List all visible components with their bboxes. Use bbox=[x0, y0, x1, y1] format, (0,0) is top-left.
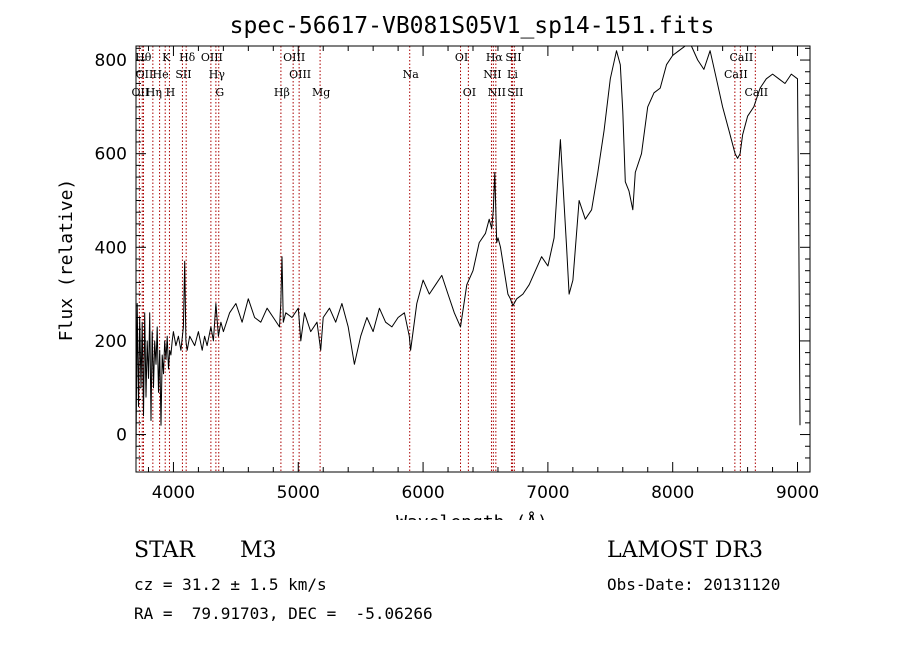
x-axis: 4000 5000 6000 7000 8000 9000 bbox=[147, 46, 819, 503]
spectral-line-markers bbox=[138, 46, 756, 472]
x-axis-label: Wavelength (Å) bbox=[396, 511, 548, 520]
line-label-10: Hγ bbox=[209, 68, 226, 81]
spectrum-series bbox=[135, 45, 801, 454]
x-tick-label-0: 4000 bbox=[152, 483, 195, 503]
line-label-3: Hη bbox=[146, 86, 162, 99]
survey-name: LAMOST DR3 bbox=[607, 538, 763, 563]
line-label-22: Li bbox=[507, 68, 518, 81]
line-label-23: SII bbox=[505, 51, 521, 64]
object-class: STAR bbox=[134, 538, 195, 563]
y-tick-label-1: 200 bbox=[95, 332, 127, 352]
y-tick-label-3: 600 bbox=[95, 145, 127, 165]
line-label-11: G bbox=[215, 86, 224, 99]
x-tick-label-3: 7000 bbox=[526, 483, 569, 503]
x-tick-label-4: 8000 bbox=[651, 483, 694, 503]
line-label-14: OIII bbox=[289, 68, 311, 81]
line-label-12: Hβ bbox=[274, 86, 290, 99]
line-label-21: NII bbox=[488, 86, 506, 99]
line-label-9: OIII bbox=[201, 51, 223, 64]
line-label-20: Hα bbox=[486, 51, 504, 64]
line-label-27: CaII bbox=[744, 86, 768, 99]
coordinates: RA = 79.91703, DEC = -5.06266 bbox=[134, 604, 433, 623]
x-tick-label-2: 6000 bbox=[401, 483, 444, 503]
spectrum-line-0 bbox=[135, 45, 801, 454]
plot-frame bbox=[135, 45, 811, 473]
line-label-24: SII bbox=[507, 86, 523, 99]
line-label-1: Hθ bbox=[135, 51, 152, 64]
chart-title: spec-56617-VB081S05V1_sp14-151.fits bbox=[230, 13, 715, 39]
object-subclass: M3 bbox=[240, 538, 277, 563]
obs-date: Obs-Date: 20131120 bbox=[607, 575, 781, 594]
line-label-26: CaII bbox=[730, 51, 754, 64]
line-label-19: NII bbox=[483, 68, 501, 81]
y-axis: 0 200 400 600 800 bbox=[95, 47, 810, 459]
line-label-13: OIII bbox=[283, 51, 305, 64]
line-label-8: Hδ bbox=[179, 51, 196, 64]
line-label-25: CaII bbox=[724, 68, 748, 81]
line-label-5: K bbox=[162, 51, 171, 64]
redshift-value: cz = 31.2 ± 1.5 km/s bbox=[134, 575, 327, 594]
line-label-18: OI bbox=[463, 86, 476, 99]
x-tick-label-1: 5000 bbox=[277, 483, 320, 503]
y-tick-label-2: 400 bbox=[95, 238, 127, 258]
y-axis-label: Flux (relative) bbox=[56, 179, 77, 342]
line-label-4: He bbox=[153, 68, 169, 81]
spectrum-chart: spec-56617-VB081S05V1_sp14-151.fits OIIH… bbox=[56, 13, 819, 520]
y-tick-label-0: 0 bbox=[116, 426, 127, 446]
x-tick-label-5: 9000 bbox=[776, 483, 819, 503]
line-label-2: OII bbox=[136, 68, 154, 81]
line-label-15: Mg bbox=[312, 86, 330, 99]
line-label-7: SII bbox=[175, 68, 191, 81]
line-label-17: OI bbox=[455, 51, 468, 64]
line-label-6: H bbox=[166, 86, 176, 99]
line-label-16: Na bbox=[403, 68, 420, 81]
y-tick-label-4: 800 bbox=[95, 51, 127, 71]
